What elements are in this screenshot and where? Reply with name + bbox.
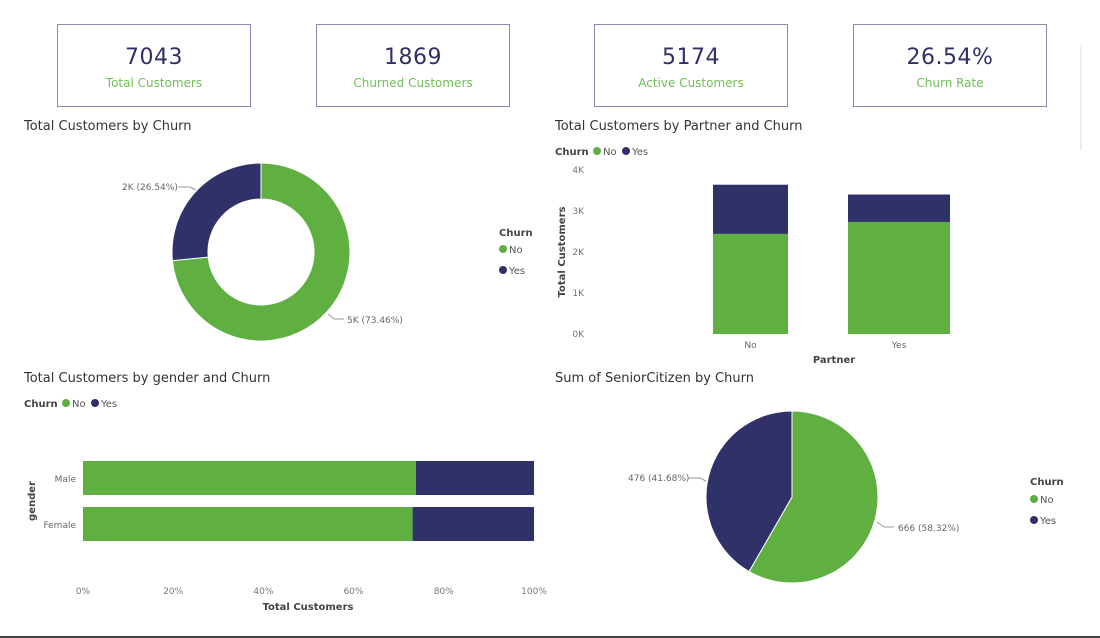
kpi-value: 1869 xyxy=(384,45,442,70)
kpi-active-customers: 5174 Active Customers xyxy=(594,24,788,107)
legend-label-no: No xyxy=(1040,495,1054,506)
x-axis-label: Total Customers xyxy=(263,602,354,613)
kpi-label: Churn Rate xyxy=(916,76,984,90)
leader-line xyxy=(688,477,707,482)
x-tick-label: 0% xyxy=(76,587,91,597)
bar-yes-no xyxy=(848,221,950,334)
leader-line xyxy=(178,186,197,191)
legend-label-yes: Yes xyxy=(1039,516,1056,527)
data-label-no: 666 (58.32%) xyxy=(898,524,959,534)
legend-label-yes: Yes xyxy=(100,399,117,410)
kpi-value: 5174 xyxy=(662,45,720,70)
legend-marker-no xyxy=(62,399,70,407)
donut-chart xyxy=(171,162,351,342)
y-tick-label: 1K xyxy=(572,289,585,299)
senior-chart-title: Sum of SeniorCitizen by Churn xyxy=(555,371,754,386)
senior-pie-chart xyxy=(705,410,879,584)
y-tick-label: Male xyxy=(55,475,77,485)
kpi-churn-rate: 26.54% Churn Rate xyxy=(853,24,1047,107)
kpi-value: 26.54% xyxy=(906,45,994,70)
slice-yes xyxy=(171,162,262,262)
y-axis-label: gender xyxy=(27,481,38,521)
legend-label-yes: Yes xyxy=(508,266,525,277)
legend-marker-yes xyxy=(499,266,507,274)
partner-chart: 0K 1K 2K 3K 4K No Yes xyxy=(572,166,950,351)
bar-male-yes xyxy=(416,461,534,495)
legend-marker-no xyxy=(499,245,507,253)
slice-no xyxy=(748,410,879,584)
y-tick-label: Female xyxy=(43,521,76,531)
legend-marker-yes xyxy=(1030,516,1038,524)
legend-title: Churn xyxy=(499,228,533,239)
kpi-label: Active Customers xyxy=(638,76,744,90)
legend-title: Churn xyxy=(1030,477,1064,488)
partner-chart-title: Total Customers by Partner and Churn xyxy=(555,119,803,134)
bar-male-no xyxy=(83,461,417,495)
x-tick-label: 40% xyxy=(253,587,273,597)
legend-label-yes: Yes xyxy=(631,147,648,158)
data-label-no: 5K (73.46%) xyxy=(347,316,403,326)
kpi-churned-customers: 1869 Churned Customers xyxy=(316,24,510,107)
leader-line xyxy=(327,313,344,320)
x-axis-label: Partner xyxy=(813,355,855,366)
legend-marker-yes xyxy=(622,147,630,155)
legend-title: Churn xyxy=(555,147,589,158)
bar-no-yes xyxy=(713,184,788,234)
x-tick-label: No xyxy=(744,341,757,351)
kpi-total-customers: 7043 Total Customers xyxy=(57,24,251,107)
x-tick-label: 100% xyxy=(521,587,547,597)
x-tick-label: 20% xyxy=(163,587,183,597)
y-axis-label: Total Customers xyxy=(557,206,568,297)
gender-chart-title: Total Customers by gender and Churn xyxy=(24,371,271,386)
data-label-yes: 476 (41.68%) xyxy=(628,474,689,484)
legend-label-no: No xyxy=(603,147,617,158)
bottom-border xyxy=(0,636,1100,638)
x-tick-label: 80% xyxy=(434,587,454,597)
legend-marker-no xyxy=(1030,495,1038,503)
slice-no xyxy=(171,162,351,342)
kpi-value: 7043 xyxy=(125,45,183,70)
bar-female-yes xyxy=(412,507,534,541)
slice-yes xyxy=(705,410,793,573)
y-tick-label: 4K xyxy=(572,166,585,176)
legend-label-no: No xyxy=(509,245,523,256)
bar-no-no xyxy=(713,233,788,334)
x-tick-label: 60% xyxy=(344,587,364,597)
bar-yes-yes xyxy=(848,194,950,222)
y-tick-label: 2K xyxy=(572,248,585,258)
legend-label-no: No xyxy=(72,399,86,410)
legend-title: Churn xyxy=(24,399,58,410)
kpi-label: Total Customers xyxy=(105,76,203,90)
legend-marker-no xyxy=(593,147,601,155)
x-tick-label: Yes xyxy=(891,341,907,351)
leader-line xyxy=(876,521,894,528)
y-tick-label: 3K xyxy=(572,207,585,217)
data-label-yes: 2K (26.54%) xyxy=(122,183,178,193)
donut-chart-title: Total Customers by Churn xyxy=(24,119,192,134)
y-tick-label: 0K xyxy=(572,330,585,340)
gender-chart: 0% 20% 40% 60% 80% 100% Male Female xyxy=(43,461,547,597)
bar-female-no xyxy=(83,507,413,541)
kpi-label: Churned Customers xyxy=(353,76,473,90)
legend-marker-yes xyxy=(91,399,99,407)
